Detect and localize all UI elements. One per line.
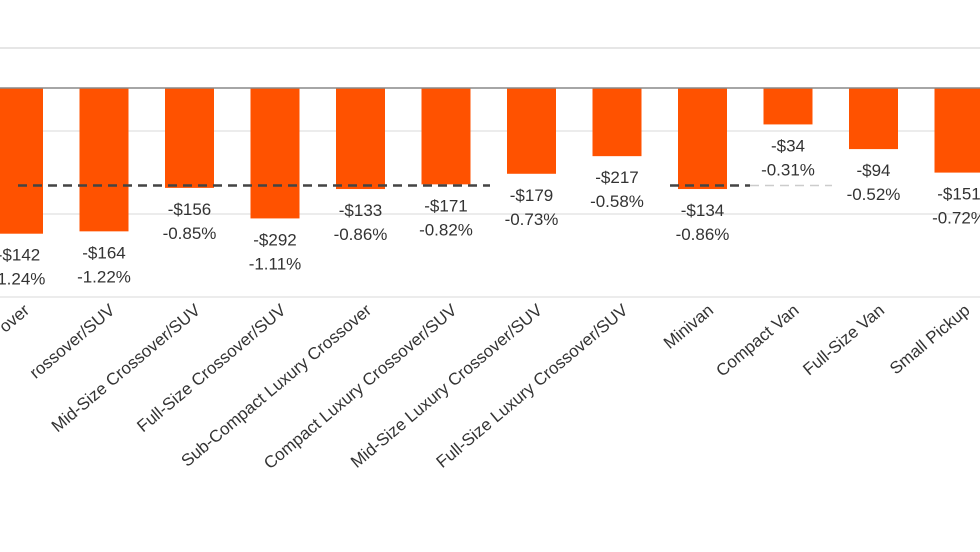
dollar-label: -$164	[82, 243, 125, 262]
dollar-label: -$142	[0, 246, 40, 265]
category-label: Minivan	[660, 301, 717, 353]
bar	[0, 88, 43, 234]
bar	[336, 88, 385, 190]
dollar-label: -$133	[339, 201, 382, 220]
dollar-label: -$292	[253, 230, 296, 249]
category-label: rossover/SUV	[26, 300, 119, 382]
dollar-label: -$156	[168, 200, 211, 219]
percent-label: -0.52%	[847, 185, 901, 204]
bar	[592, 88, 642, 157]
category-label: Full-Size Crossover/SUV	[133, 300, 290, 436]
percent-label: -0.86%	[676, 225, 730, 244]
category-label: Compact Van	[712, 301, 802, 381]
percent-label: -0.82%	[419, 220, 473, 239]
percent-label: -0.31%	[761, 160, 815, 179]
bar	[250, 88, 300, 219]
bar	[849, 88, 898, 150]
bar	[678, 88, 727, 190]
dollar-label: -$171	[424, 196, 467, 215]
percent-label: -0.85%	[163, 224, 217, 243]
bar	[763, 88, 813, 125]
percent-label: -0.86%	[334, 225, 388, 244]
dollar-label: -$94	[856, 161, 890, 180]
bar	[507, 88, 556, 174]
percent-label: -0.58%	[590, 192, 644, 211]
percent-label: -1.22%	[77, 267, 131, 286]
dollar-label: -$217	[595, 168, 638, 187]
percent-label: -1.11%	[249, 254, 302, 273]
dollar-label: -$179	[510, 186, 553, 205]
dollar-label: -$134	[681, 201, 724, 220]
bar	[165, 88, 214, 188]
percent-label: -1.24%	[0, 270, 45, 289]
dollar-label: -$34	[771, 136, 805, 155]
category-label: Small Pickup	[886, 301, 973, 379]
percent-label: -0.73%	[505, 210, 559, 229]
dollar-label: -$151	[937, 185, 980, 204]
bar	[79, 88, 129, 232]
bar	[934, 88, 980, 173]
category-label: Full-Size Van	[799, 301, 888, 380]
percent-label: -0.72%	[932, 209, 980, 228]
bar	[421, 88, 471, 185]
category-label: Mid-Size Crossover/SUV	[48, 300, 205, 436]
category-label: over	[0, 300, 33, 336]
